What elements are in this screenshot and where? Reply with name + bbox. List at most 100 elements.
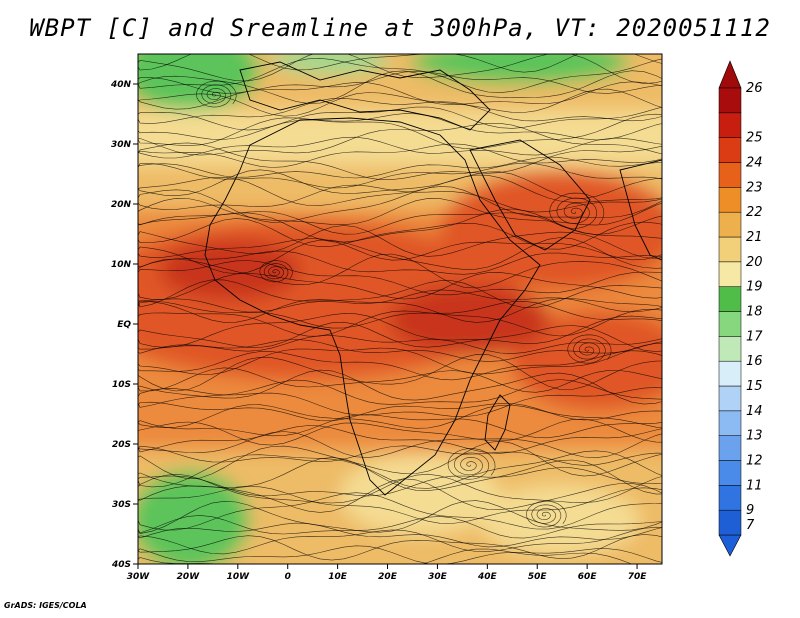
streamline	[138, 113, 662, 141]
colorbar-label: 24	[746, 156, 763, 171]
streamline	[138, 313, 662, 348]
lon-tick-label: 40E	[477, 572, 498, 582]
lon-tick-label: 20W	[177, 572, 201, 582]
colorbar-swatch	[718, 261, 742, 287]
streamline	[138, 478, 662, 513]
streamline	[138, 425, 662, 454]
colorbar-swatch	[718, 112, 742, 138]
coastlines	[204, 61, 662, 496]
streamline	[138, 174, 662, 206]
streamline	[138, 354, 662, 392]
streamline	[138, 309, 662, 337]
streamline	[138, 387, 662, 418]
streamline	[138, 123, 662, 156]
colorbar-swatch	[718, 311, 742, 337]
streamline	[138, 500, 662, 534]
streamlines	[138, 54, 662, 564]
field-green-south-atlantic	[138, 470, 250, 564]
lat-tick-label: 30S	[112, 500, 131, 510]
streamline	[138, 342, 662, 375]
lat-tick-label: 30N	[111, 140, 132, 150]
streamline	[138, 156, 662, 179]
europe-coastline	[239, 61, 491, 131]
colorbar-swatch	[718, 460, 742, 486]
streamline-vortex	[259, 260, 293, 283]
streamline-vortex	[447, 448, 496, 480]
lon-tick-label: 60E	[578, 572, 598, 582]
india-coastline	[619, 159, 662, 261]
colorbar-label: 12	[746, 454, 763, 469]
lat-axis: 40N 30N 20N 10N EQ 10S 20S 30S 40S	[110, 80, 138, 570]
colorbar-lower-arrow	[718, 534, 742, 557]
colorbar-label: 9	[746, 503, 754, 518]
streamline	[138, 289, 662, 313]
lon-tick-label: 50E	[528, 572, 548, 582]
colorbar-swatch	[718, 410, 742, 436]
streamline	[138, 379, 662, 408]
streamline	[138, 250, 662, 275]
lon-tick-label: 0	[285, 572, 291, 582]
lon-tick-label: 20E	[378, 572, 398, 582]
streamline	[138, 253, 662, 289]
lat-tick-label: 40N	[110, 80, 132, 90]
streamline	[138, 113, 662, 150]
lon-tick-label: 10E	[328, 572, 348, 582]
lat-tick-label: 40S	[111, 560, 131, 570]
streamline	[138, 184, 662, 213]
streamline	[138, 142, 662, 180]
colorbar-label: 19	[746, 280, 763, 295]
field-lightgreen-med	[270, 54, 390, 74]
colorbar-label: 23	[746, 180, 763, 195]
colorbar-label: 21	[746, 230, 763, 245]
streamline	[138, 208, 662, 243]
streamline	[138, 106, 662, 131]
field-green-atlantic-north	[138, 54, 260, 110]
arabia-coastline	[469, 139, 591, 251]
field-eastafrica-deepred	[390, 285, 550, 355]
colorbar-swatch	[718, 286, 742, 312]
streamline	[138, 237, 662, 275]
lon-tick-label: 30W	[127, 572, 151, 582]
lat-tick-label: 20N	[111, 200, 132, 210]
streamline	[138, 350, 662, 381]
streamline	[138, 445, 662, 466]
streamline	[138, 404, 662, 429]
streamline	[138, 515, 662, 539]
streamline	[138, 526, 662, 555]
field-south-orange	[138, 410, 662, 450]
lat-tick-label: EQ	[117, 320, 131, 330]
colorbar-label: 13	[746, 429, 763, 444]
streamline	[138, 473, 662, 504]
streamline	[138, 186, 662, 223]
africa-coastline	[204, 117, 541, 496]
streamline	[138, 162, 662, 189]
colorbar-label: 16	[746, 354, 763, 369]
lat-tick-label: 20S	[112, 440, 131, 450]
streamline	[138, 431, 662, 459]
streamline	[138, 450, 662, 489]
colorbar-swatch	[718, 187, 742, 213]
colorbar-label: 17	[746, 329, 763, 344]
streamline	[138, 54, 662, 84]
streamline	[138, 339, 662, 362]
colorbar-swatch	[718, 236, 742, 263]
streamline	[138, 300, 662, 329]
chart-title: WBPT [C] and Sreamline at 300hPa, VT: 20…	[29, 14, 771, 42]
colorbar-swatch	[718, 211, 742, 238]
streamline	[138, 298, 662, 323]
colorbar-swatch	[718, 385, 742, 412]
lon-tick-label: 10W	[227, 572, 251, 582]
field-arabia-redorange	[440, 170, 662, 290]
streamline	[138, 492, 662, 531]
colorbar-label: 20	[746, 255, 763, 270]
streamline	[138, 548, 633, 564]
colorbar-label: 15	[746, 379, 763, 394]
streamline-vortex	[567, 334, 612, 364]
streamline	[138, 486, 662, 524]
colorbar-swatch	[718, 336, 742, 362]
streamline	[138, 440, 662, 480]
colorbar: 79 11 12 13 14 15 16 17 18 19 20 21 22 23 24 25 26	[718, 60, 763, 557]
streamline	[138, 418, 662, 446]
colorbar-label: 18	[746, 305, 763, 320]
streamline-vortex	[196, 80, 237, 108]
